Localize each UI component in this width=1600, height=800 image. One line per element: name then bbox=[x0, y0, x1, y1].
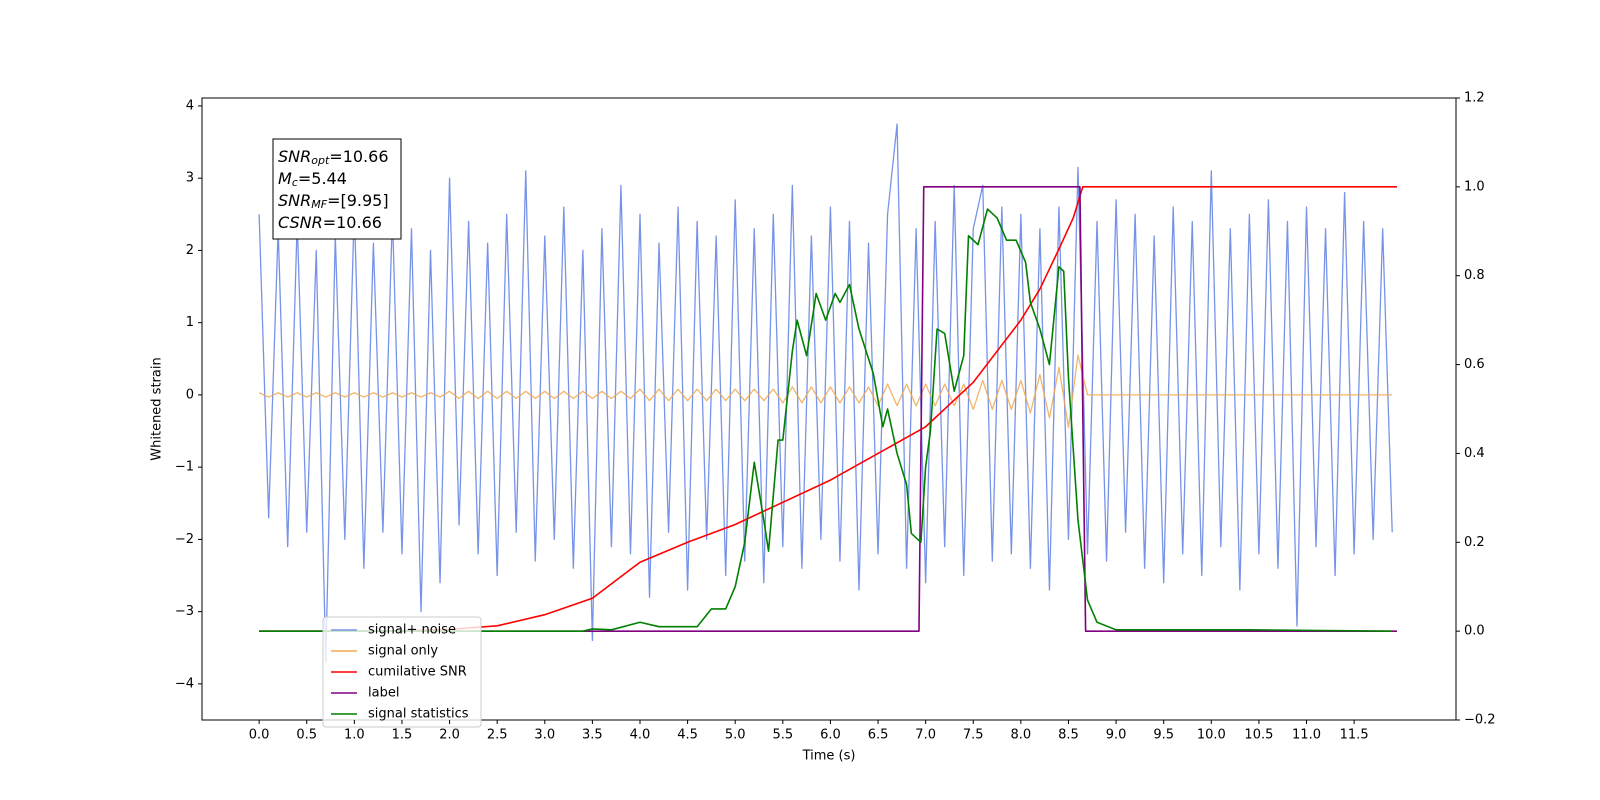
annotation-symbol: SNR bbox=[278, 191, 311, 210]
legend-label: label bbox=[368, 686, 399, 701]
y2-tick-label: 0.8 bbox=[1464, 268, 1485, 283]
y-axis-label: Whitened strain bbox=[150, 357, 165, 460]
annotation-frame bbox=[272, 138, 402, 240]
annotation-value: =10.66 bbox=[323, 213, 382, 232]
x-tick-label: 0.5 bbox=[296, 728, 317, 743]
x-tick-label: 10.5 bbox=[1244, 728, 1273, 743]
x-tick-label: 3.5 bbox=[582, 728, 603, 743]
x-tick-label: 10.0 bbox=[1197, 728, 1226, 743]
y-tick-label: −3 bbox=[175, 604, 194, 619]
y2-tick-label: 0.6 bbox=[1464, 357, 1485, 372]
legend-label: cumilative SNR bbox=[368, 665, 467, 680]
y-tick-label: −2 bbox=[175, 532, 194, 547]
legend: signal+ noise signal only cumilative SNR la… bbox=[322, 616, 482, 728]
x-tick-label: 8.5 bbox=[1058, 728, 1079, 743]
x-tick-label: 6.0 bbox=[820, 728, 841, 743]
series-line bbox=[258, 354, 1393, 429]
legend-label: signal+ noise bbox=[368, 623, 456, 638]
x-tick-label: 6.5 bbox=[868, 728, 889, 743]
x-tick-label: 3.0 bbox=[534, 728, 555, 743]
annotation-value: =5.44 bbox=[298, 169, 347, 188]
y-tick-label: 2 bbox=[186, 243, 194, 258]
x-tick-label: 5.5 bbox=[772, 728, 793, 743]
legend-label: signal only bbox=[368, 644, 438, 659]
y2-tick-label: 0.4 bbox=[1464, 446, 1485, 461]
legend-frame bbox=[322, 616, 482, 728]
x-tick-label: 2.0 bbox=[439, 728, 460, 743]
x-tick-label: 11.0 bbox=[1292, 728, 1321, 743]
series-line bbox=[259, 208, 1393, 632]
y-tick-label: 1 bbox=[186, 315, 194, 330]
y2-tick-label: 1.0 bbox=[1464, 179, 1485, 194]
annotation-line: Mc=5.44 bbox=[278, 169, 347, 190]
x-tick-label: 8.0 bbox=[1011, 728, 1032, 743]
legend-label: signal statistics bbox=[368, 707, 469, 722]
annotation-subscript: c bbox=[292, 176, 298, 189]
x-tick-label: 4.5 bbox=[677, 728, 698, 743]
x-tick-label: 9.5 bbox=[1153, 728, 1174, 743]
x-tick-label: 1.0 bbox=[344, 728, 365, 743]
annotation-value: =10.66 bbox=[329, 147, 388, 166]
y-tick-label: 0 bbox=[186, 387, 194, 402]
y2-tick-label: 1.2 bbox=[1464, 91, 1485, 106]
x-tick-label: 7.5 bbox=[963, 728, 984, 743]
annotation-value: =[9.95] bbox=[327, 191, 389, 210]
annotation-box: SNRopt=10.66Mc=5.44SNRMF=[9.95]CSNR=10.6… bbox=[272, 138, 402, 240]
x-tick-label: 0.0 bbox=[249, 728, 270, 743]
y2-tick-label: −0.2 bbox=[1464, 713, 1496, 728]
x-tick-label: 7.0 bbox=[915, 728, 936, 743]
series-line bbox=[259, 186, 1397, 632]
x-tick-label: 5.0 bbox=[725, 728, 746, 743]
annotation-symbol: M bbox=[278, 169, 292, 188]
annotation-subscript: MF bbox=[311, 198, 327, 211]
x-tick-label: 9.0 bbox=[1106, 728, 1127, 743]
x-tick-label: 4.0 bbox=[630, 728, 651, 743]
annotation-line: CSNR=10.66 bbox=[278, 213, 382, 232]
x-tick-label: 2.5 bbox=[487, 728, 508, 743]
y-tick-label: −4 bbox=[175, 676, 194, 691]
y2-tick-label: 0.0 bbox=[1464, 624, 1485, 639]
y-tick-label: 3 bbox=[186, 171, 194, 186]
annotation-subscript: opt bbox=[311, 154, 330, 167]
annotation-symbol: CSNR bbox=[278, 213, 323, 232]
x-axis-label: Time (s) bbox=[802, 749, 856, 764]
x-tick-label: 1.5 bbox=[392, 728, 413, 743]
y2-tick-label: 0.2 bbox=[1464, 535, 1485, 550]
y-tick-label: −1 bbox=[175, 460, 194, 475]
annotation-symbol: SNR bbox=[278, 147, 311, 166]
annotation-line: SNRopt=10.66 bbox=[278, 147, 389, 168]
y-tick-label: 4 bbox=[186, 98, 194, 113]
series-line bbox=[258, 123, 1393, 663]
annotation-line: SNRMF=[9.95] bbox=[278, 191, 389, 212]
axes-frame bbox=[201, 97, 1457, 721]
x-tick-label: 11.5 bbox=[1340, 728, 1369, 743]
